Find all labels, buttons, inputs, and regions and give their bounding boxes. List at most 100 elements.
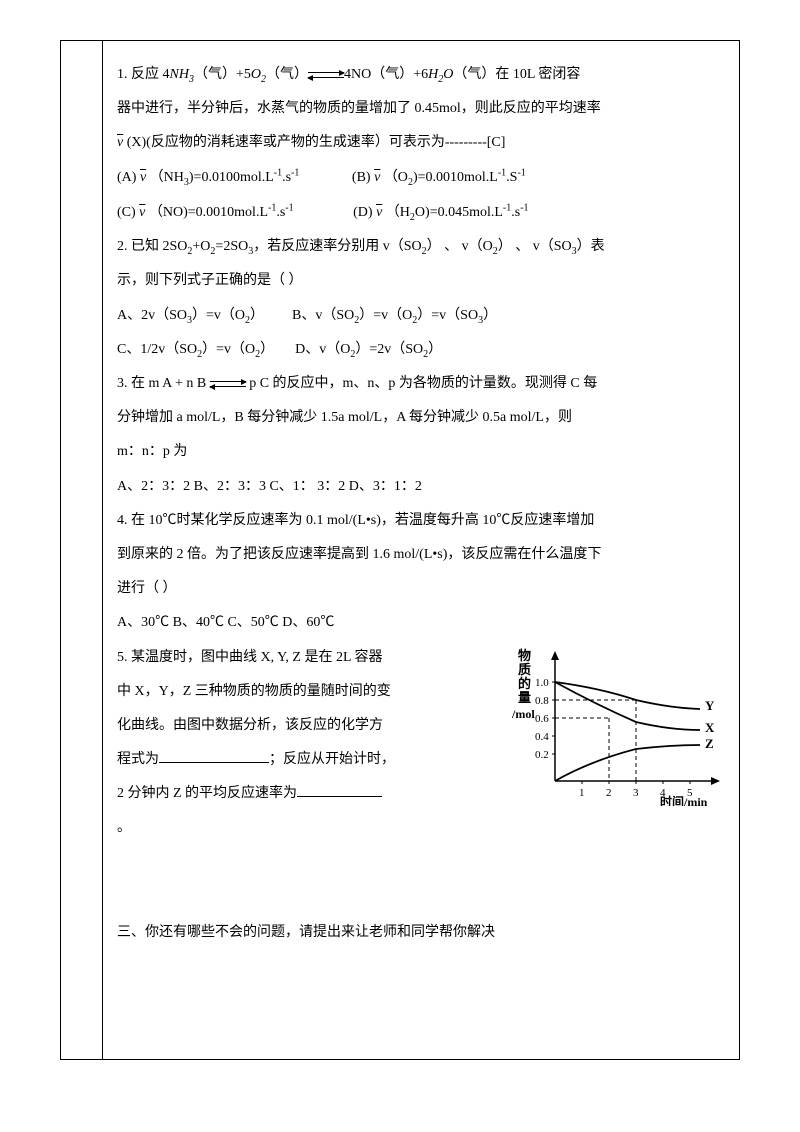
blank-input[interactable] xyxy=(159,749,269,763)
t: ，若反应速率分别用 v（SO xyxy=(253,239,421,254)
t: (B) xyxy=(352,170,374,185)
t: +O xyxy=(192,239,210,254)
t: C、1/2v（SO xyxy=(117,342,197,357)
xtick: 2 xyxy=(606,787,612,799)
q5-line1: 5. 某温度时，图中曲线 X, Y, Z 是在 2L 容器 xyxy=(117,642,504,674)
text: （气）+5 xyxy=(194,67,251,82)
xlabel: 时间/min xyxy=(660,794,708,806)
t: ）=v（O xyxy=(192,308,245,323)
curve-x xyxy=(555,682,700,730)
t: （O xyxy=(380,170,408,185)
q3-line1: 3. 在 m A + n B p C 的反应中，m、n、p 为各物质的计量数。现… xyxy=(117,368,725,400)
t: ） 、 v（O xyxy=(427,239,493,254)
text: （气） xyxy=(266,67,308,82)
label-y: Y xyxy=(705,698,715,713)
t: O)=0.045mol.L xyxy=(415,205,503,220)
q3-line2: 分钟增加 a mol/L，B 每分钟减少 1.5a mol/L，A 每分钟减少 … xyxy=(117,402,725,434)
ylabel: 的 xyxy=(518,676,531,691)
ytick: 1.0 xyxy=(535,677,549,689)
t: 3. 在 m A + n B xyxy=(117,376,210,391)
t: H xyxy=(428,67,438,82)
t: O xyxy=(251,67,261,82)
t: ） xyxy=(428,342,442,357)
t: ） xyxy=(250,308,264,323)
h2o: H2O xyxy=(428,67,453,82)
q3-opts: A、2：3：2 B、2：3：3 C、1： 3：2 D、3：1：2 xyxy=(117,471,725,503)
ylabel: 量 xyxy=(518,690,531,705)
reaction-chart: 物 质 的 量 /mol 1.0 0.8 0.6 0.4 0.2 xyxy=(510,646,725,806)
t: .S xyxy=(506,170,517,185)
t: 2. 已知 2SO xyxy=(117,239,187,254)
t: )=0.0100mol.L xyxy=(189,170,274,185)
optB: (B) v （O2)=0.0010mol.L-1.S-1 xyxy=(352,170,526,185)
ytick: 0.2 xyxy=(535,749,549,761)
nh3: NH3 xyxy=(170,67,194,82)
t: )=0.0010mol.L xyxy=(413,170,498,185)
t: (C) xyxy=(117,205,139,220)
o2: O2 xyxy=(251,67,266,82)
t: =2SO xyxy=(215,239,248,254)
q2-line2: 示，则下列式子正确的是（ ） xyxy=(117,265,725,297)
t: 程式为 xyxy=(117,752,159,767)
t: .s xyxy=(276,205,285,220)
t: ）=v（O xyxy=(202,342,255,357)
t: 2 分钟内 Z 的平均反应速率为 xyxy=(117,786,297,801)
q4-line2: 到原来的 2 倍。为了把该反应速率提高到 1.6 mol/(L•s)，该反应需在… xyxy=(117,539,725,571)
t: ）=2v（SO xyxy=(355,342,423,357)
optD: (D) v （H2O)=0.045mol.L-1.s-1 xyxy=(353,205,528,220)
q5-line2: 中 X，Y，Z 三种物质的物质的量随时间的变 xyxy=(117,676,504,708)
xtick: 1 xyxy=(579,787,585,799)
q1-opts-ab: (A) v （NH3)=0.0100mol.L-1.s-1 (B) v （O2)… xyxy=(117,162,725,195)
q5-wrapper: 5. 某温度时，图中曲线 X, Y, Z 是在 2L 容器 中 X，Y，Z 三种… xyxy=(117,642,725,847)
left-column xyxy=(61,41,103,1059)
q5-text: 5. 某温度时，图中曲线 X, Y, Z 是在 2L 容器 中 X，Y，Z 三种… xyxy=(117,642,504,847)
q1-line2: 器中进行，半分钟后，水蒸气的物质的量增加了 0.45mol，则此反应的平均速率 xyxy=(117,93,725,125)
q5-line5: 2 分钟内 Z 的平均反应速率为 xyxy=(117,778,504,810)
t: ）=v（O xyxy=(359,308,412,323)
q4-opts: A、30℃ B、40℃ C、50℃ D、60℃ xyxy=(117,607,725,639)
optC: (C) v （NO)=0.0010mol.L-1.s-1 xyxy=(117,205,294,220)
t: (A) xyxy=(117,170,140,185)
t: ）表 xyxy=(577,239,605,254)
q5-dot: 。 xyxy=(117,812,504,844)
t: ；反应从开始计时， xyxy=(269,752,395,767)
t: NH xyxy=(170,67,189,82)
ytick: 0.4 xyxy=(535,731,549,743)
t: (D) xyxy=(353,205,376,220)
text: 1. 反应 4 xyxy=(117,67,170,82)
blank-input[interactable] xyxy=(297,783,382,797)
curve-z xyxy=(555,745,700,781)
t: p C 的反应中，m、n、p 为各物质的计量数。现测得 C 每 xyxy=(246,376,598,391)
q5-line4: 程式为 ；反应从开始计时， xyxy=(117,744,504,776)
t: （NO)=0.0010mol.L xyxy=(145,205,268,220)
curve-y xyxy=(555,682,700,709)
q5-line3: 化曲线。由图中数据分析，该反应的化学方 xyxy=(117,710,504,742)
q1-line1: 1. 反应 4NH3（气）+5O2（气）4NO（气）+6H2O（气）在 10L … xyxy=(117,59,725,91)
t: A、2v（SO xyxy=(117,308,187,323)
q1-line3: v (X)(反应物的消耗速率或产物的生成速率）可表示为---------[C] xyxy=(117,127,725,159)
q4-line1: 4. 在 10℃时某化学反应速率为 0.1 mol/(L•s)，若温度每升高 1… xyxy=(117,505,725,537)
section3: 三、你还有哪些不会的问题，请提出来让老师和同学帮你解决 xyxy=(117,917,725,949)
t: （H xyxy=(382,205,410,220)
label-z: Z xyxy=(705,736,714,751)
ylabel: 质 xyxy=(518,662,531,677)
text: （气）在 10L 密闭容 xyxy=(453,67,580,82)
t: B、v（SO xyxy=(292,308,354,323)
t: ）=v（SO xyxy=(417,308,478,323)
yunit: /mol xyxy=(511,707,535,721)
text: (X)(反应物的消耗速率或产物的生成速率）可表示为---------[C] xyxy=(123,135,505,150)
optA: (A) v （NH3)=0.0100mol.L-1.s-1 xyxy=(117,170,299,185)
t: O xyxy=(443,67,453,82)
t: D、v（O xyxy=(295,342,350,357)
q2-opts-cd: C、1/2v（SO2）=v（O2） D、v（O2）=2v（SO2） xyxy=(117,334,725,366)
t: ） xyxy=(260,342,274,357)
q3-line3: m：n：p 为 xyxy=(117,436,725,468)
t: ） 、 v（SO xyxy=(498,239,572,254)
t: .s xyxy=(511,205,520,220)
ytick: 0.6 xyxy=(535,713,549,725)
q4-line3: 进行（ ） xyxy=(117,573,725,605)
page-frame: 1. 反应 4NH3（气）+5O2（气）4NO（气）+6H2O（气）在 10L … xyxy=(60,40,740,1060)
equilibrium-arrow-icon xyxy=(308,69,344,81)
t: .s xyxy=(282,170,291,185)
xtick: 3 xyxy=(633,787,639,799)
